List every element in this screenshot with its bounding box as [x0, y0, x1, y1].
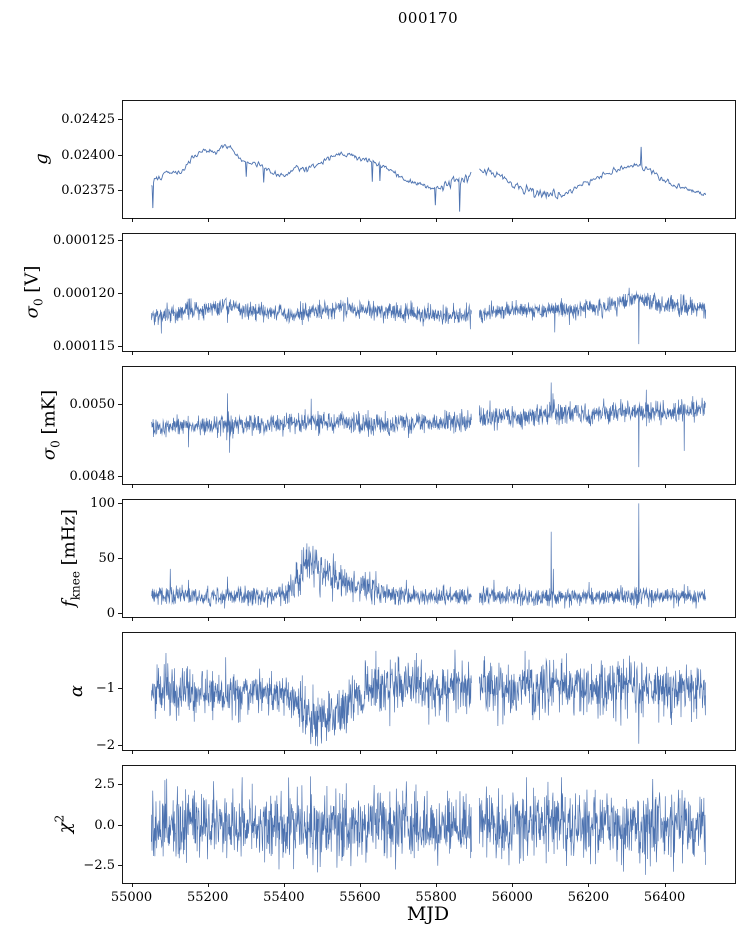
y-axis-label-alpha: α	[65, 684, 87, 698]
y-axis-label-fknee: fknee [mHz]	[58, 509, 83, 607]
y-axis-label-chi2: χ2	[52, 814, 76, 834]
y-axis-label-sigma0-mk: σ0 [mK]	[38, 389, 62, 461]
x-axis-label: MJD	[406, 903, 450, 925]
y-axis-label-g: g	[31, 153, 53, 165]
y-axis-label-sigma0-v: σ0 [V]	[21, 265, 46, 319]
